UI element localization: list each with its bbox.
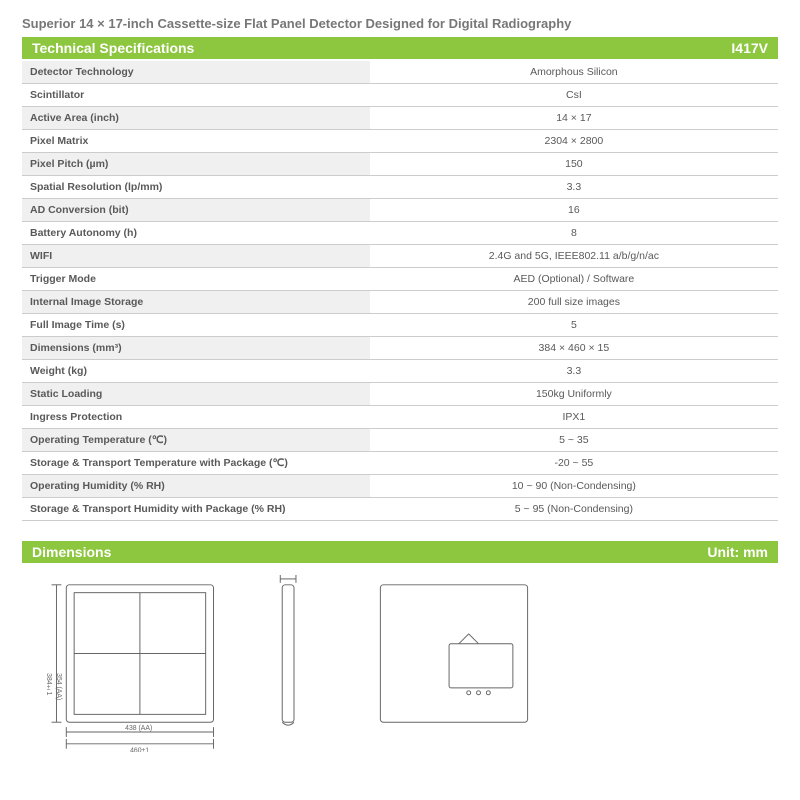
table-row: Internal Image Storage200 full size imag… <box>22 291 778 314</box>
spec-value: 150kg Uniformly <box>370 383 778 406</box>
spec-value: CsI <box>370 84 778 107</box>
dimension-svg: 438 (AA) 460±1 384±1 354 (AA) 15±1 <box>27 575 773 752</box>
table-row: Operating Temperature (℃)5 ~ 35 <box>22 429 778 452</box>
table-row: Trigger ModeAED (Optional) / Software <box>22 268 778 291</box>
spec-label: Operating Humidity (% RH) <box>22 475 370 498</box>
svg-text:354 (AA): 354 (AA) <box>55 673 62 700</box>
spec-label: AD Conversion (bit) <box>22 199 370 222</box>
table-row: Static Loading150kg Uniformly <box>22 383 778 406</box>
table-row: Active Area (inch)14 × 17 <box>22 107 778 130</box>
spec-label: Spatial Resolution (lp/mm) <box>22 176 370 199</box>
table-row: WIFI2.4G and 5G, IEEE802.11 a/b/g/n/ac <box>22 245 778 268</box>
spec-label: Trigger Mode <box>22 268 370 291</box>
spec-value: 2.4G and 5G, IEEE802.11 a/b/g/n/ac <box>370 245 778 268</box>
spec-value: 5 <box>370 314 778 337</box>
spec-value: 384 × 460 × 15 <box>370 337 778 360</box>
spec-value: 5 ~ 35 <box>370 429 778 452</box>
spec-label: Storage & Transport Temperature with Pac… <box>22 452 370 475</box>
specs-header-label: Technical Specifications <box>32 40 194 56</box>
spec-value: 2304 × 2800 <box>370 130 778 153</box>
table-row: Full Image Time (s)5 <box>22 314 778 337</box>
spec-label: Operating Temperature (℃) <box>22 429 370 452</box>
table-row: Battery Autonomy (h)8 <box>22 222 778 245</box>
dimension-diagrams: 438 (AA) 460±1 384±1 354 (AA) 15±1 <box>22 565 778 765</box>
spec-label: Internal Image Storage <box>22 291 370 314</box>
spec-value: Amorphous Silicon <box>370 61 778 84</box>
spec-value: 14 × 17 <box>370 107 778 130</box>
spec-value: 8 <box>370 222 778 245</box>
spec-label: Ingress Protection <box>22 406 370 429</box>
svg-text:460±1: 460±1 <box>130 748 149 752</box>
table-row: Storage & Transport Humidity with Packag… <box>22 498 778 521</box>
spec-label: WIFI <box>22 245 370 268</box>
spec-value: 3.3 <box>370 176 778 199</box>
dims-header: Dimensions Unit: mm <box>22 541 778 563</box>
specifications-table: Detector TechnologyAmorphous SiliconScin… <box>22 61 778 521</box>
svg-text:438 (AA): 438 (AA) <box>125 725 152 732</box>
spec-value: 3.3 <box>370 360 778 383</box>
table-row: Pixel Matrix2304 × 2800 <box>22 130 778 153</box>
spec-label: Pixel Pitch (µm) <box>22 153 370 176</box>
svg-text:384±1: 384±1 <box>45 673 52 695</box>
spec-label: Weight (kg) <box>22 360 370 383</box>
dims-header-label: Dimensions <box>32 544 111 560</box>
table-row: Spatial Resolution (lp/mm)3.3 <box>22 176 778 199</box>
dims-header-unit: Unit: mm <box>707 544 768 560</box>
spec-label: Battery Autonomy (h) <box>22 222 370 245</box>
table-row: Storage & Transport Temperature with Pac… <box>22 452 778 475</box>
table-row: Operating Humidity (% RH)10 ~ 90 (Non-Co… <box>22 475 778 498</box>
spec-value: 16 <box>370 199 778 222</box>
table-row: ScintillatorCsI <box>22 84 778 107</box>
spec-value: 200 full size images <box>370 291 778 314</box>
spec-value: 10 ~ 90 (Non-Condensing) <box>370 475 778 498</box>
specs-header-model: I417V <box>731 40 768 56</box>
specs-header: Technical Specifications I417V <box>22 37 778 59</box>
spec-label: Static Loading <box>22 383 370 406</box>
spec-value: IPX1 <box>370 406 778 429</box>
spec-value: AED (Optional) / Software <box>370 268 778 291</box>
page-title: Superior 14 × 17-inch Cassette-size Flat… <box>22 8 778 37</box>
spec-label: Scintillator <box>22 84 370 107</box>
table-row: Ingress ProtectionIPX1 <box>22 406 778 429</box>
spec-label: Active Area (inch) <box>22 107 370 130</box>
spec-label: Storage & Transport Humidity with Packag… <box>22 498 370 521</box>
spec-label: Detector Technology <box>22 61 370 84</box>
spec-value: -20 ~ 55 <box>370 452 778 475</box>
spec-value: 150 <box>370 153 778 176</box>
table-row: Pixel Pitch (µm)150 <box>22 153 778 176</box>
spec-label: Dimensions (mm³) <box>22 337 370 360</box>
spec-value: 5 ~ 95 (Non-Condensing) <box>370 498 778 521</box>
table-row: AD Conversion (bit)16 <box>22 199 778 222</box>
table-row: Weight (kg)3.3 <box>22 360 778 383</box>
table-row: Detector TechnologyAmorphous Silicon <box>22 61 778 84</box>
spec-label: Full Image Time (s) <box>22 314 370 337</box>
spec-label: Pixel Matrix <box>22 130 370 153</box>
table-row: Dimensions (mm³)384 × 460 × 15 <box>22 337 778 360</box>
